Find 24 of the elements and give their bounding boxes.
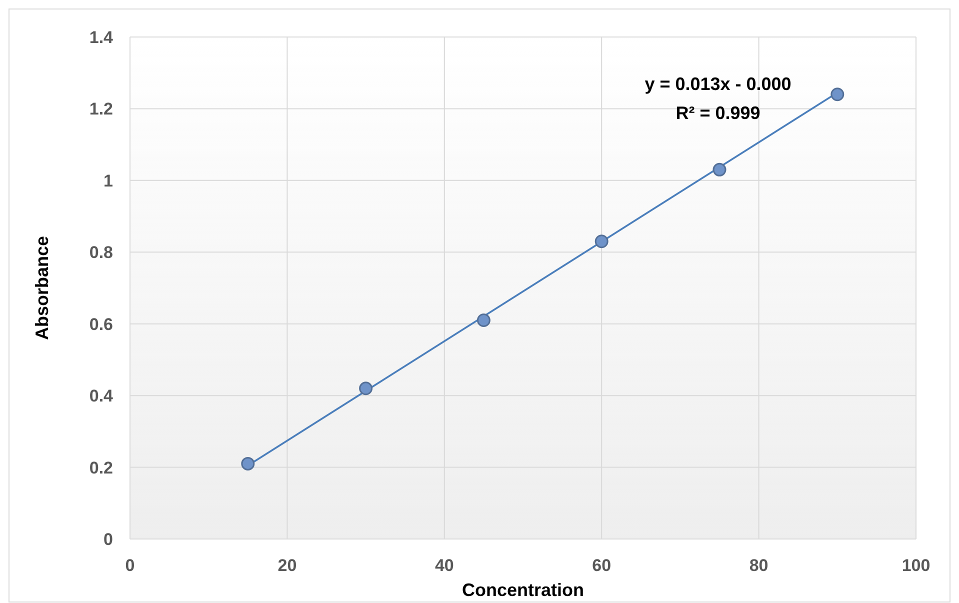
point <box>359 382 373 396</box>
y-tick-label: 0.6 <box>89 314 113 334</box>
point <box>241 456 255 470</box>
y-tick-label: 0.2 <box>89 458 113 478</box>
x-tick-label: 100 <box>902 556 930 575</box>
y-tick-label: 1 <box>104 171 113 190</box>
y-tick-label: 0 <box>104 530 113 549</box>
y-tick-label: 1.2 <box>89 100 113 119</box>
x-tick-label: 40 <box>434 556 454 575</box>
y-axis-title: Absorbance <box>32 236 52 340</box>
point <box>712 162 726 176</box>
point <box>476 314 490 328</box>
x-tick-label: 60 <box>592 556 612 575</box>
x-tick-label: 20 <box>278 556 297 575</box>
y-tick-label: 0.4 <box>89 386 114 406</box>
x-axis-title: Concentration <box>462 580 584 600</box>
annotation: R² = 0.999 <box>676 103 760 123</box>
y-tick-label: 0.8 <box>89 243 113 262</box>
x-tick-label: 80 <box>749 556 768 575</box>
annotation: y = 0.013x - 0.000 <box>644 74 792 94</box>
point <box>594 234 608 248</box>
y-tick-label: 1.4 <box>89 28 114 47</box>
point <box>830 88 844 102</box>
x-tick-label: 0 <box>125 556 135 575</box>
